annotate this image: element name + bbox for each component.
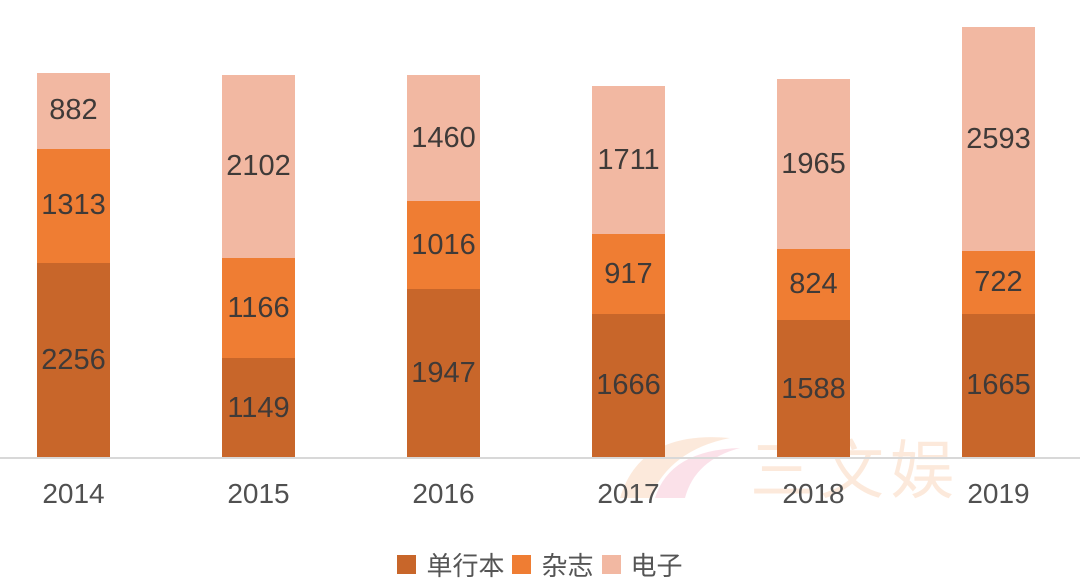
bar-2016: 1947 1016 1460 — [407, 74, 480, 458]
bar-segment: 1313 — [37, 148, 110, 263]
bar-segment: 1460 — [407, 74, 480, 202]
bar-2018: 1588 824 1965 — [777, 78, 850, 458]
bar-segment: 1166 — [222, 257, 295, 359]
bar-segment: 1016 — [407, 201, 480, 290]
bar-segment: 917 — [592, 234, 665, 314]
bar-segment: 1666 — [592, 313, 665, 458]
x-axis-label: 2016 — [412, 478, 475, 509]
bar-2015: 1149 1166 2102 — [222, 75, 295, 458]
bar-2017: 1666 917 1711 — [592, 86, 665, 458]
bar-segment: 1665 — [962, 313, 1035, 458]
x-axis-label: 2018 — [782, 478, 845, 509]
bar-segment: 1588 — [777, 320, 850, 458]
bar-segment: 2256 — [37, 262, 110, 458]
legend-label: 杂志 — [541, 552, 594, 582]
legend-swatch — [397, 555, 417, 574]
bar-segment: 1711 — [592, 86, 665, 235]
legend-item-dianzi: 电子 — [601, 546, 683, 583]
legend-swatch — [601, 555, 621, 574]
bar-segment: 2593 — [962, 26, 1035, 252]
x-axis-label: 2017 — [597, 478, 660, 509]
x-axis-line — [0, 457, 1080, 459]
x-axis-label: 2014 — [42, 478, 105, 509]
legend-label: 电子 — [630, 552, 683, 582]
bar-2014: 2256 1313 882 — [37, 72, 110, 458]
bar-segment: 2102 — [222, 75, 295, 258]
bar-segment: 882 — [37, 72, 110, 149]
legend: 单行本 杂志 电子 — [0, 546, 1080, 583]
legend-swatch — [512, 555, 532, 574]
bar-2019: 1665 722 2593 — [962, 26, 1035, 458]
legend-item-zazhi: 杂志 — [512, 546, 594, 583]
bar-segment: 1149 — [222, 358, 295, 458]
bar-segment: 1965 — [777, 78, 850, 250]
x-axis-label: 2019 — [967, 478, 1030, 509]
legend-label: 单行本 — [426, 552, 505, 582]
bar-segment: 1947 — [407, 289, 480, 458]
bar-segment: 722 — [962, 251, 1035, 314]
legend-item-danxingben: 单行本 — [397, 546, 504, 583]
bar-segment: 824 — [777, 249, 850, 321]
x-axis-label: 2015 — [227, 478, 290, 509]
